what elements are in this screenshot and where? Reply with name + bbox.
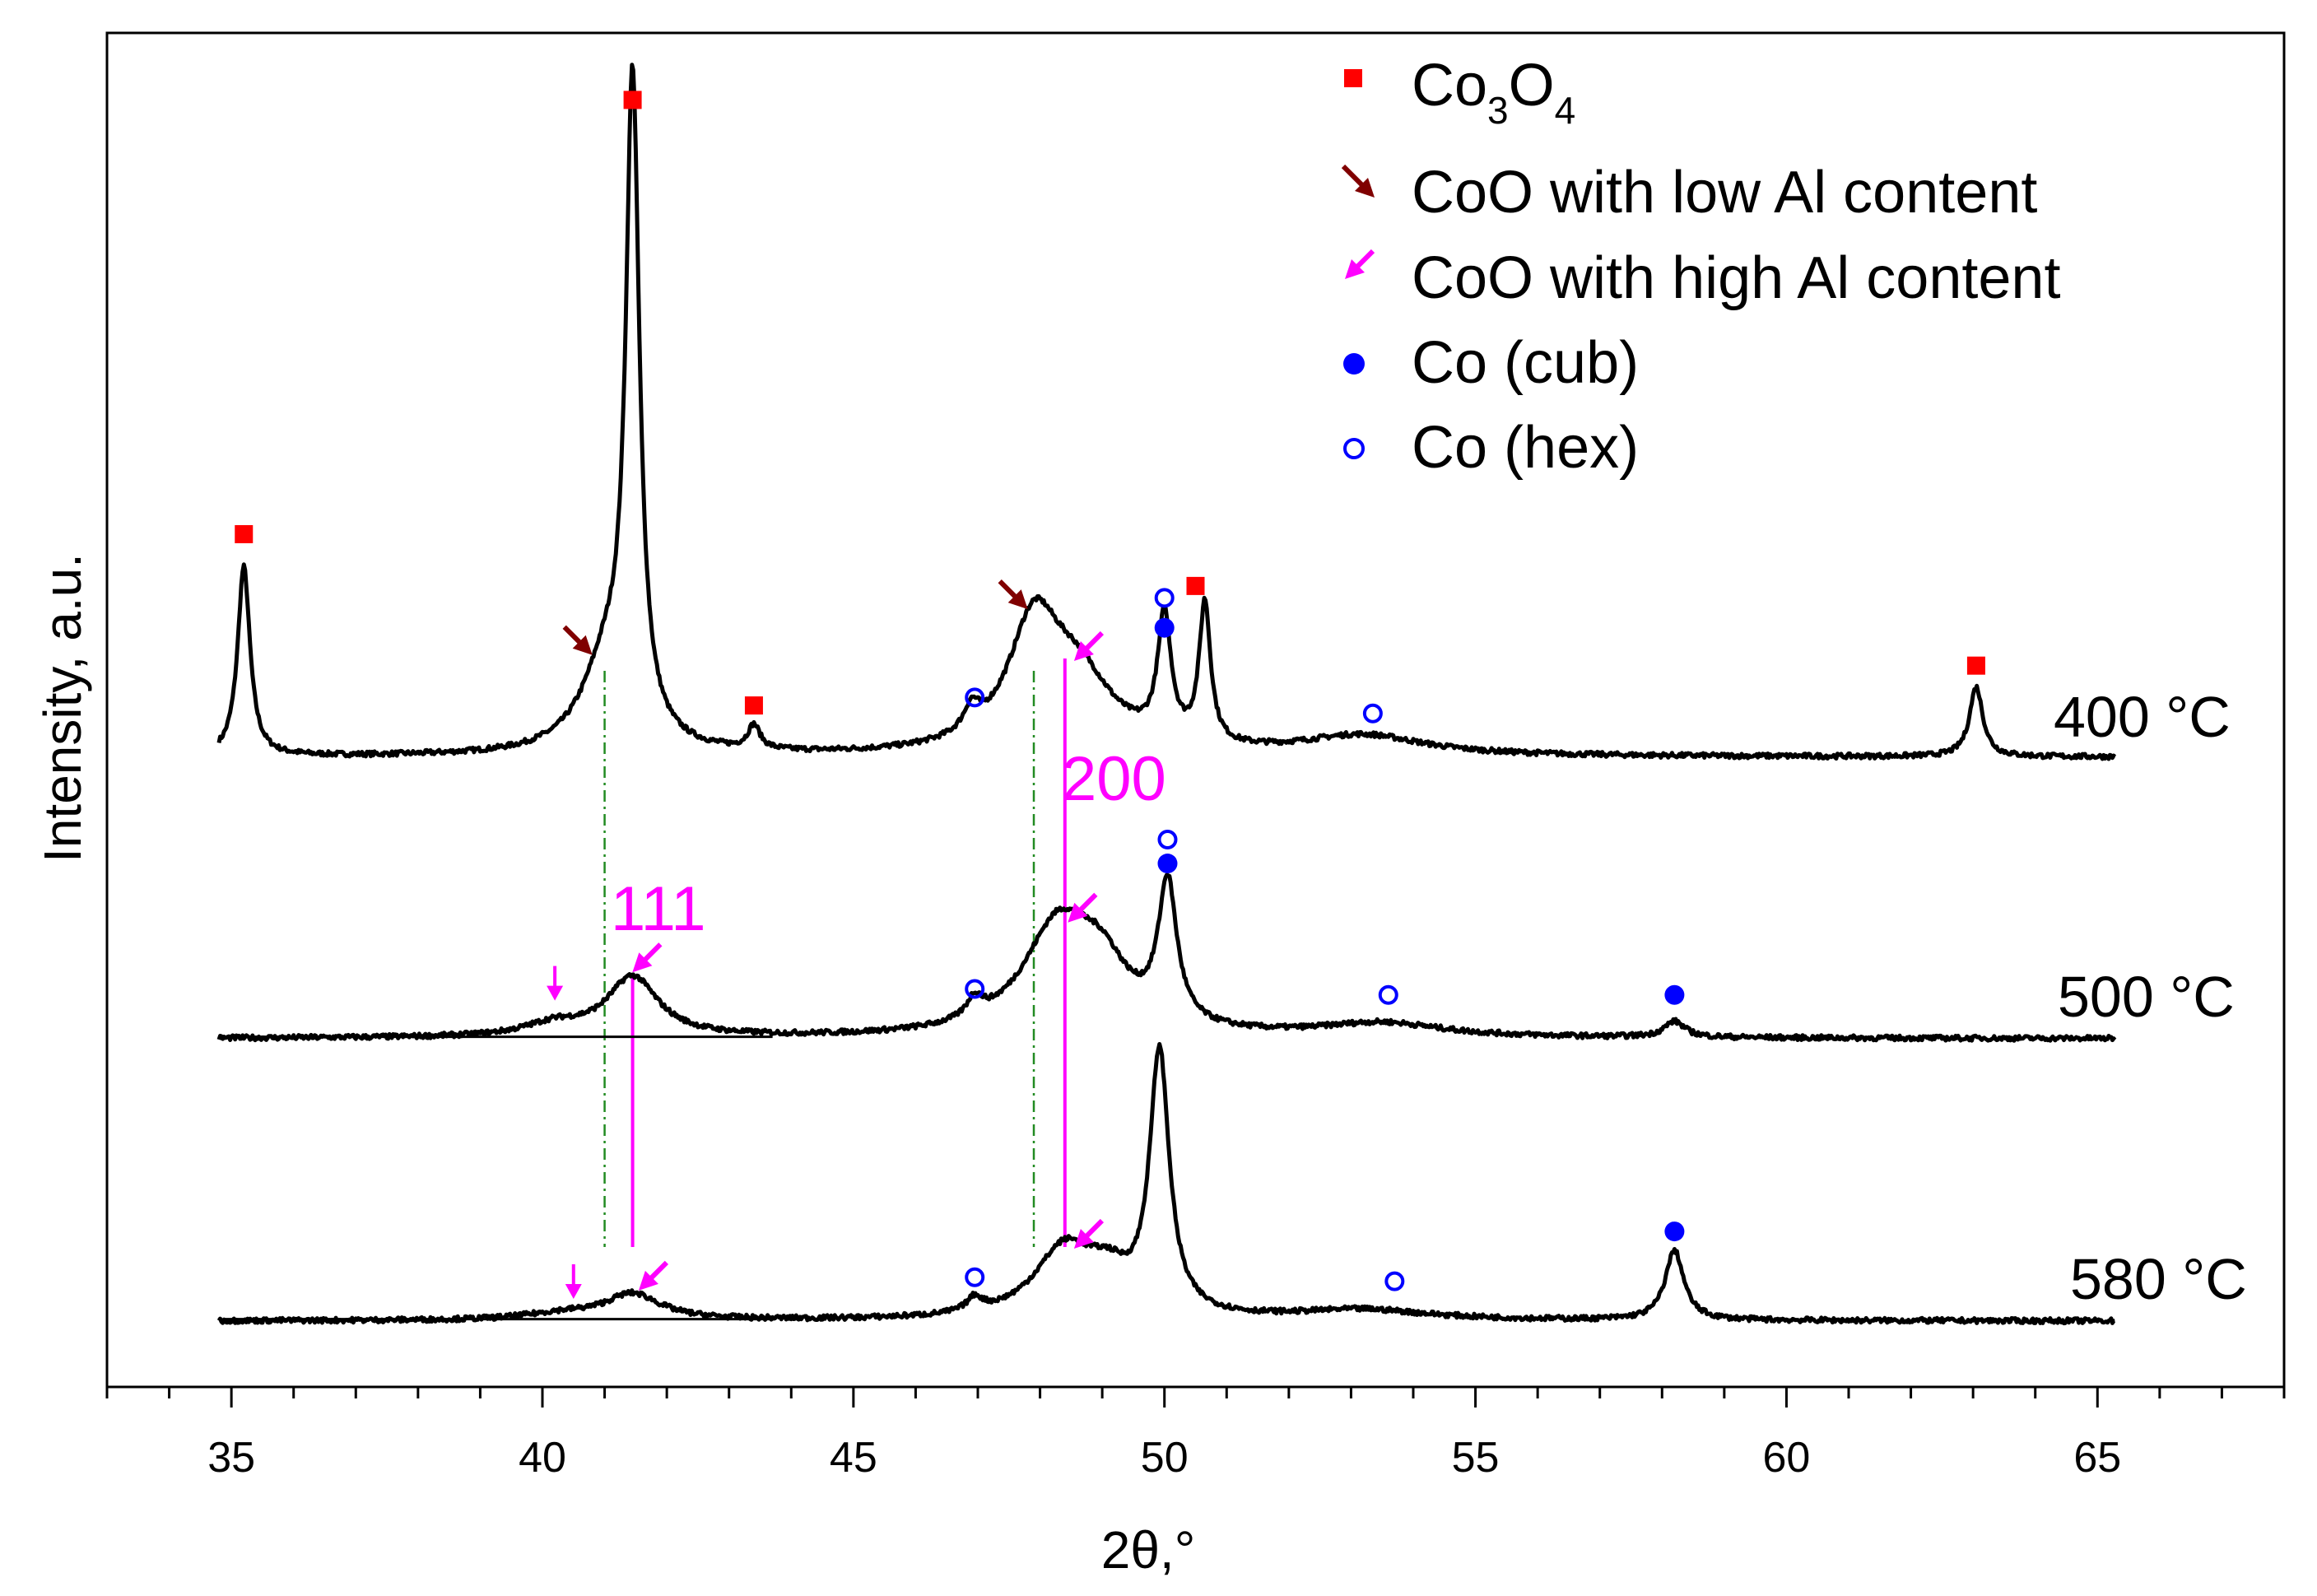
- legend-label-coo-low: CoO with low Al content: [1412, 160, 2037, 226]
- x-axis-ticks: 35 40 45 50 55 60 65: [105, 1387, 2286, 1482]
- legend-marker-coo-high-icon: [1345, 249, 1375, 279]
- peak-markers: [235, 91, 1985, 1299]
- coo-low-arrow-icon-400: [562, 625, 593, 655]
- x-tick-label-55: 55: [1452, 1434, 1500, 1482]
- series-line-500: [216, 872, 2117, 1043]
- x-tick-label-50: 50: [1141, 1434, 1189, 1482]
- coo-high-arrow-icon-580: [1073, 1218, 1105, 1249]
- legend-marker-co-hex: [1343, 438, 1365, 459]
- coo-high-arrow-icon-500: [632, 942, 663, 973]
- legend-label-co-hex: Co (hex): [1412, 415, 1639, 481]
- co3o4-marker-400: [623, 91, 642, 109]
- co-cub-marker-400: [1154, 617, 1175, 638]
- coo-high-arrow-icon-400: [1073, 630, 1105, 661]
- co-hex-marker-500: [1157, 830, 1178, 849]
- co-hex-marker-500: [1378, 984, 1398, 1005]
- x-tick-label-40: 40: [519, 1434, 566, 1482]
- coo-high-arrow-icon-500: [1068, 892, 1098, 923]
- annotation-111: 111: [611, 874, 706, 944]
- co-hex-marker-400: [1362, 703, 1383, 724]
- legend-marker-co3o4: [1344, 69, 1362, 87]
- coo-high-down-arrow-icon-580: [565, 1263, 582, 1299]
- coo-high-arrow-icon-580: [638, 1260, 669, 1291]
- annotation-200: 200: [1062, 744, 1166, 814]
- legend-co3o4-sub1: 3: [1487, 89, 1509, 132]
- x-tick-label-45: 45: [830, 1434, 877, 1482]
- x-tick-label-60: 60: [1763, 1434, 1811, 1482]
- legend-marker-co-cub: [1343, 353, 1365, 375]
- co3o4-marker-400: [744, 696, 763, 715]
- series-label-580: 580 °C: [2070, 1247, 2247, 1311]
- x-tick-label-65: 65: [2073, 1434, 2121, 1482]
- series-label-500: 500 °C: [2058, 965, 2235, 1029]
- co3o4-marker-400: [1186, 576, 1205, 595]
- legend-marker-coo-low-icon: [1341, 164, 1375, 198]
- guide-lines: [603, 658, 1067, 1247]
- co3o4-marker-400: [235, 524, 254, 543]
- x-tick-label-35: 35: [207, 1434, 255, 1482]
- co-hex-marker-500: [965, 979, 985, 999]
- series-line-580: [216, 1042, 2116, 1326]
- legend-label-co3o4: Co3O4: [1412, 53, 1575, 132]
- legend: Co3O4 CoO with low Al content CoO with h…: [1341, 53, 2060, 481]
- co-hex-marker-580: [1384, 1271, 1405, 1291]
- coo-low-arrow-icon-400: [998, 579, 1028, 610]
- legend-co3o4-sub2: 4: [1555, 89, 1576, 132]
- series-label-400: 400 °C: [2054, 685, 2231, 749]
- legend-label-coo-high: CoO with high Al content: [1412, 245, 2060, 311]
- co-hex-marker-580: [965, 1267, 985, 1287]
- x-axis-title: 2θ,°: [1101, 1520, 1196, 1580]
- co-hex-marker-400: [1154, 588, 1175, 608]
- co-cub-marker-500: [1664, 984, 1685, 1005]
- co-hex-marker-400: [965, 687, 985, 708]
- co3o4-marker-400: [1966, 656, 1985, 675]
- legend-co3o4-co: Co: [1412, 53, 1487, 119]
- legend-co3o4-o: O: [1509, 53, 1555, 119]
- co-cub-marker-580: [1664, 1221, 1685, 1242]
- legend-label-co-cub: Co (cub): [1412, 330, 1639, 396]
- co-cub-marker-500: [1157, 854, 1178, 874]
- plot-frame: [105, 31, 2286, 1389]
- y-axis-title: Intensity, a.u.: [33, 553, 92, 863]
- coo-high-down-arrow-icon-500: [547, 966, 564, 1001]
